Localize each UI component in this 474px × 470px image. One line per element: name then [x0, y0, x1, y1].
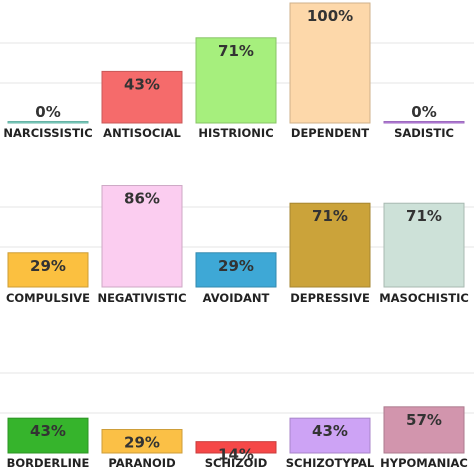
- bar-schizotypal: [289, 417, 371, 454]
- category-label-avoidant: AVOIDANT: [203, 291, 270, 305]
- bar-schizoid: [195, 441, 277, 454]
- bar-masochistic: [383, 202, 465, 288]
- bar-value-narcissistic: 0%: [35, 103, 60, 121]
- category-label-histrionic: HISTRIONIC: [198, 126, 273, 140]
- category-label-depressive: DEPRESSIVE: [290, 291, 370, 305]
- category-label-schizoid: SCHIZOID: [205, 456, 268, 470]
- bar-paranoid: [101, 429, 183, 454]
- chart-panel-2: 29% COMPULSIVE 86% NEGATIVISTIC 29% AVOIDANT 7…: [0, 185, 474, 305]
- bar-value-hypomaniac: 57%: [406, 411, 442, 429]
- bar-compulsive: [7, 252, 89, 288]
- bar-value-paranoid: 29%: [124, 434, 160, 452]
- category-label-masochistic: MASOCHISTIC: [379, 291, 469, 305]
- category-label-compulsive: COMPULSIVE: [6, 291, 90, 305]
- bar-value-antisocial: 43%: [124, 75, 160, 93]
- bar-negativistic: [101, 185, 183, 288]
- bar-value-dependent: 100%: [307, 7, 353, 25]
- chart-panel-1: 0% NARCISSISTIC 43% ANTISOCIAL 71% HISTRIONIC…: [0, 2, 474, 140]
- category-label-sadistic: SADISTIC: [394, 126, 454, 140]
- bar-narcissistic: [7, 121, 89, 124]
- category-label-schizotypal: SCHIZOTYPAL: [286, 456, 375, 470]
- bar-value-depressive: 71%: [312, 207, 348, 225]
- bar-depressive: [289, 202, 371, 288]
- bar-value-masochistic: 71%: [406, 207, 442, 225]
- bar-value-histrionic: 71%: [218, 42, 254, 60]
- category-label-dependent: DEPENDENT: [291, 126, 369, 140]
- bar-value-sadistic: 0%: [411, 103, 436, 121]
- category-label-paranoid: PARANOID: [108, 456, 175, 470]
- bar-dependent: [289, 2, 371, 124]
- bar-avoidant: [195, 252, 277, 288]
- bar-borderline: [7, 417, 89, 454]
- bar-value-avoidant: 29%: [218, 257, 254, 275]
- bar-value-compulsive: 29%: [30, 257, 66, 275]
- bar-sadistic: [383, 121, 465, 124]
- bar-value-schizotypal: 43%: [312, 422, 348, 440]
- category-label-narcissistic: NARCISSISTIC: [3, 126, 92, 140]
- category-label-borderline: BORDERLINE: [7, 456, 90, 470]
- category-label-negativistic: NEGATIVISTIC: [97, 291, 186, 305]
- bar-histrionic: [195, 37, 277, 124]
- bar-value-schizoid: 14%: [218, 446, 254, 464]
- bar-value-borderline: 43%: [30, 422, 66, 440]
- chart-panel-3: 43% BORDERLINE 29% PARANOID 14%SCHIZOID 43% SC…: [0, 372, 474, 470]
- bar-antisocial: [101, 70, 183, 124]
- bar-value-negativistic: 86%: [124, 190, 160, 208]
- bar-hypomaniac: [383, 406, 465, 454]
- category-label-antisocial: ANTISOCIAL: [103, 126, 181, 140]
- category-label-hypomaniac: HYPOMANIAC: [380, 456, 468, 470]
